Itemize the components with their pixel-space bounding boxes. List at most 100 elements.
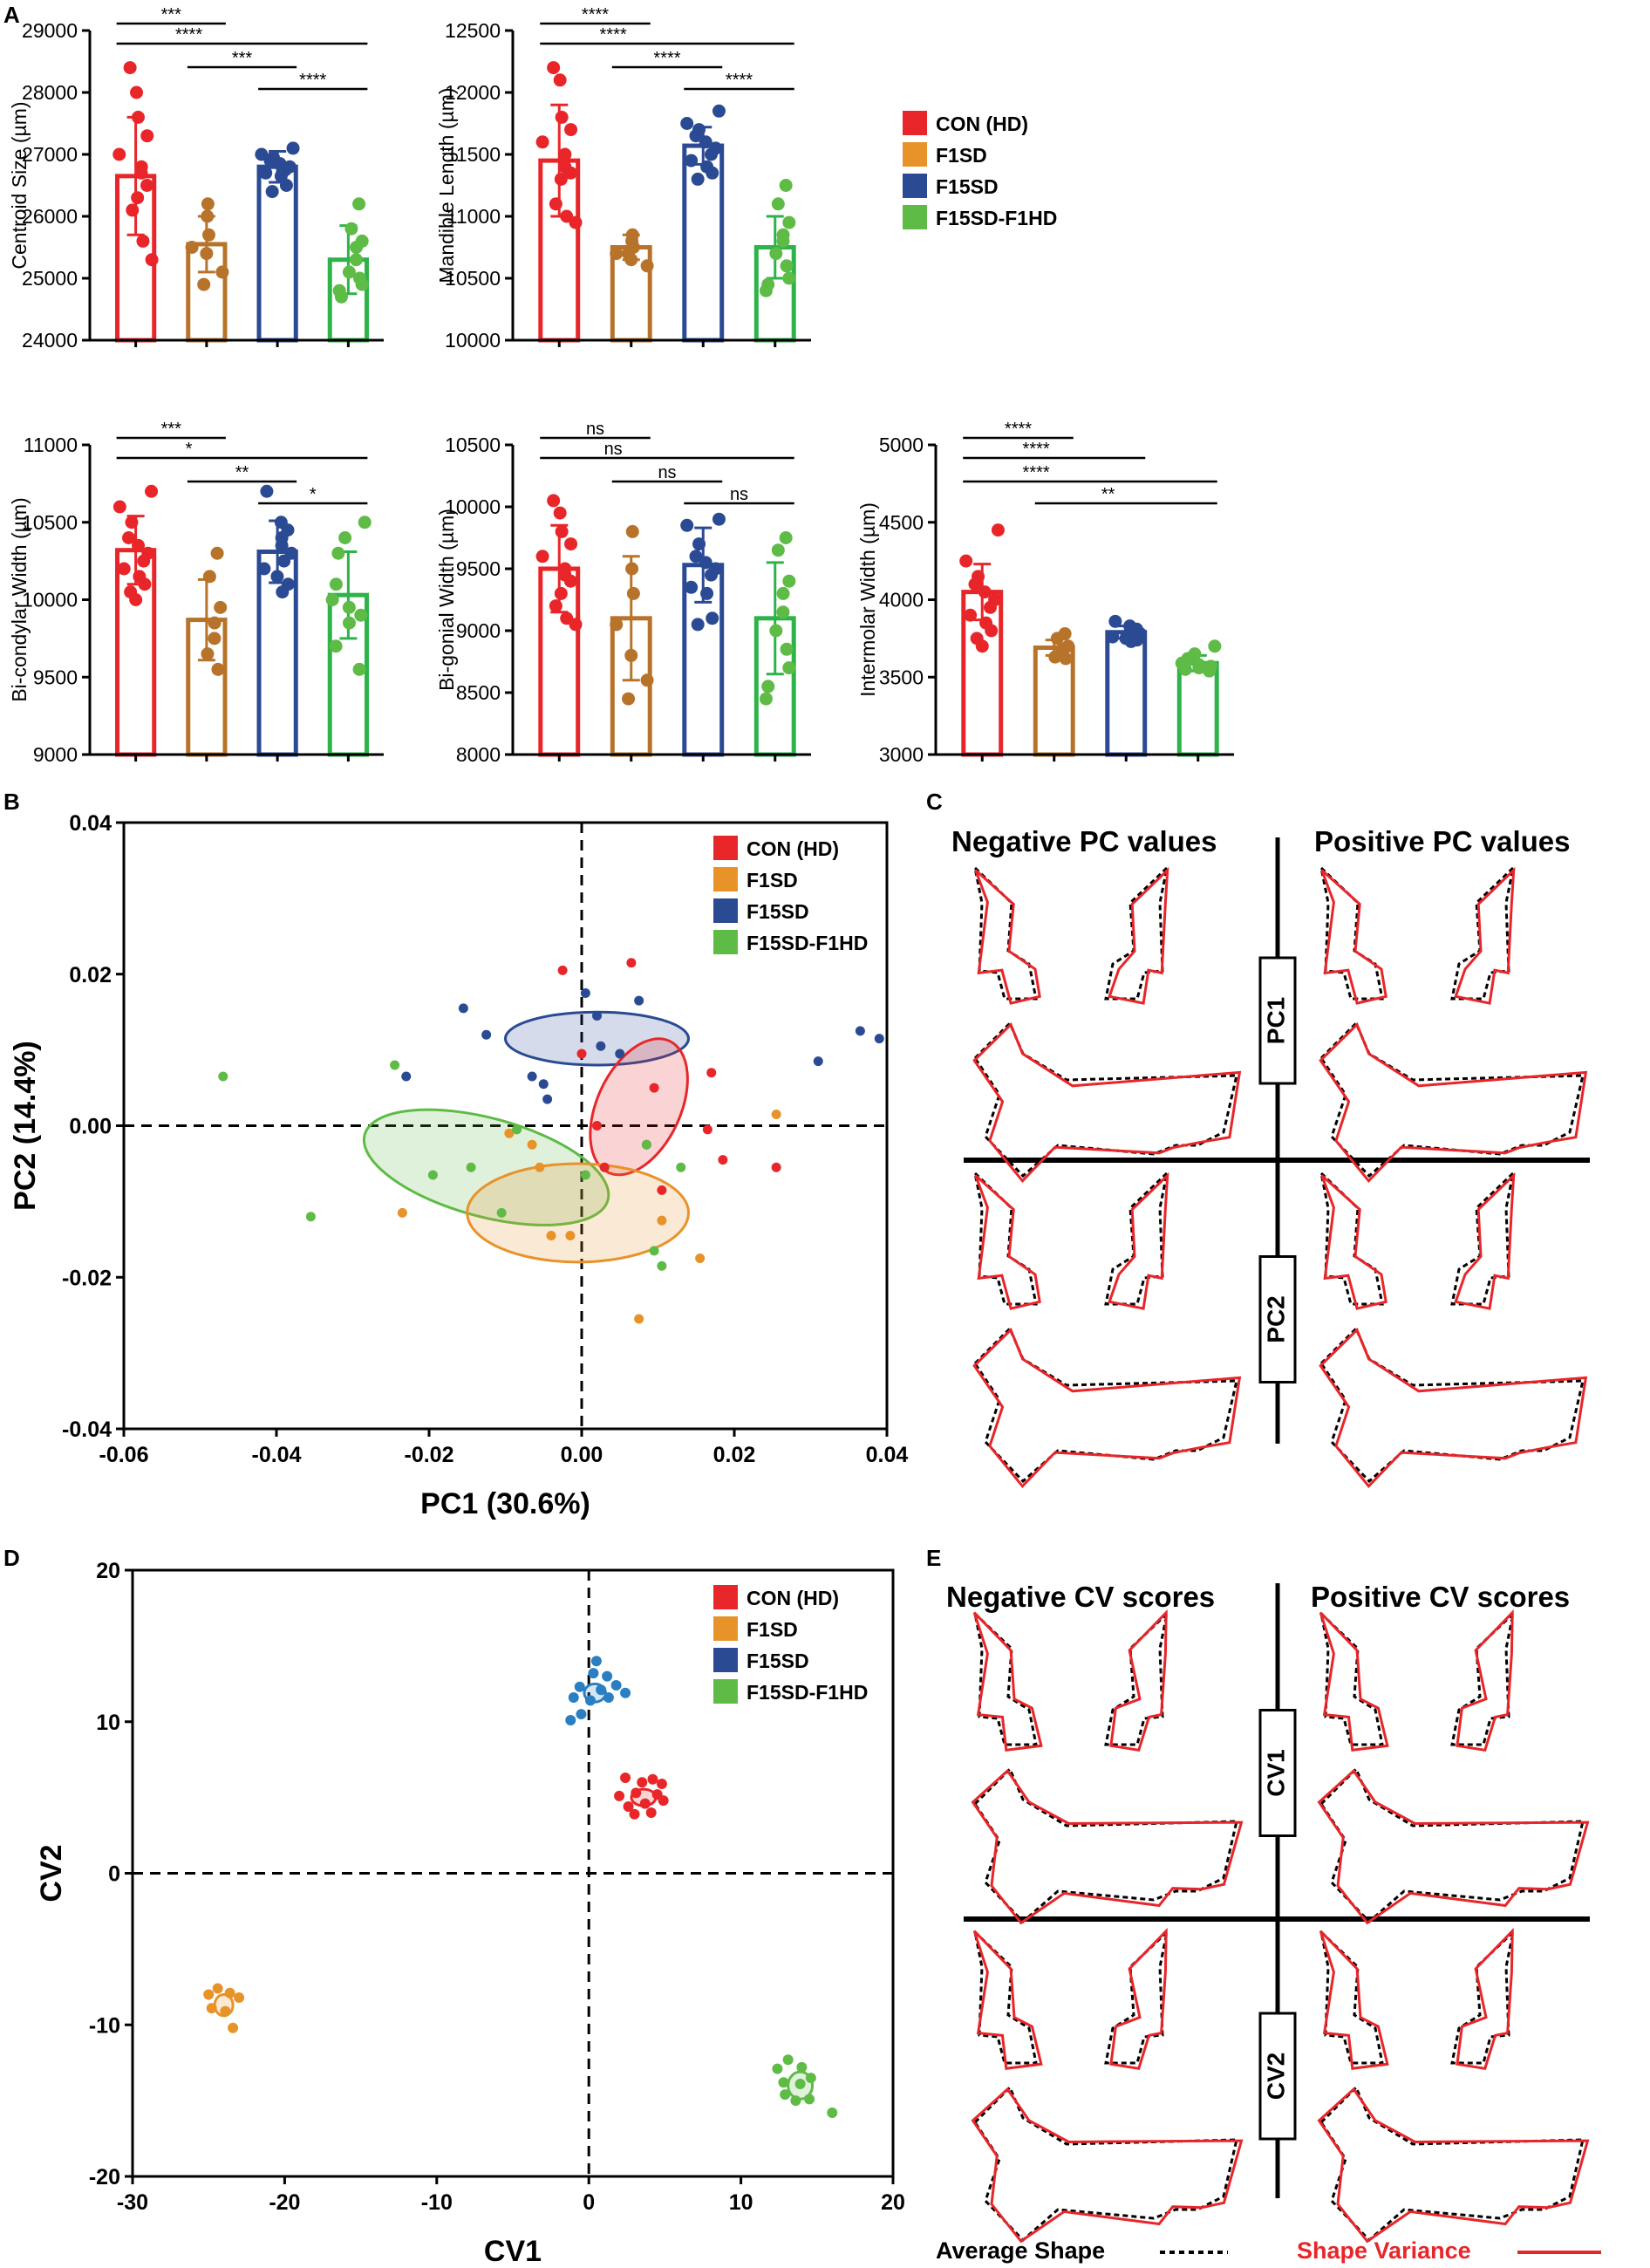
data-point-f15sd <box>259 166 273 180</box>
panel-label-b: B <box>3 789 20 815</box>
data-point-f1sd <box>200 247 214 261</box>
panel-label-c: C <box>926 789 943 815</box>
legend-a-label-f15sd: F15SD <box>936 175 999 198</box>
data-point-f1sd <box>210 546 224 560</box>
y-tick-label: 0 <box>108 1862 120 1887</box>
data-point-f15sdf1hd <box>349 253 363 267</box>
y-axis-label: Mandible Length (µm) <box>435 87 458 283</box>
bar-f15sd <box>1105 630 1148 757</box>
data-point-f1sd <box>197 277 211 291</box>
point-con <box>631 1787 642 1799</box>
point-con <box>706 1068 717 1078</box>
data-point-con <box>138 577 152 591</box>
data-point-con <box>145 484 159 498</box>
data-point-f15sdf1hd <box>358 516 372 529</box>
data-point-con <box>975 639 989 653</box>
data-point-f1sd <box>201 209 215 223</box>
data-point-con <box>547 61 561 75</box>
y-tick-label: 25000 <box>22 267 78 290</box>
significance-label: **** <box>1023 463 1050 482</box>
data-point-f15sd <box>279 179 293 192</box>
data-point-con <box>547 494 561 508</box>
pc-row-box <box>1258 956 1297 1085</box>
point-f15sd <box>588 1668 599 1679</box>
point-f15sd <box>602 1670 613 1682</box>
legend-b-label-f1sd: F1SD <box>747 869 798 891</box>
average-shape-outline <box>1104 1609 1169 1746</box>
point-f15sd <box>634 995 644 1006</box>
point-con <box>626 958 637 968</box>
point-f15sd <box>527 1071 537 1082</box>
data-point-con <box>112 500 126 514</box>
data-point-f15sdf1hd <box>776 605 790 619</box>
point-con <box>645 1807 657 1818</box>
data-point-f15sd <box>275 538 289 552</box>
significance-label: **** <box>653 49 680 68</box>
data-point-f1sd <box>208 632 222 646</box>
data-point-f15sd <box>277 554 291 568</box>
data-point-con <box>555 524 569 538</box>
variance-shape-outline <box>1454 1172 1516 1310</box>
point-f15sdf1hd <box>780 2089 791 2101</box>
data-point-con <box>553 506 567 520</box>
data-point-con <box>564 123 578 137</box>
y-tick-label: -0.02 <box>62 1266 112 1290</box>
point-f15sdf1hd <box>305 1212 316 1222</box>
point-f1sd <box>397 1207 407 1218</box>
y-tick-label: 9000 <box>456 619 501 642</box>
data-point-f15sdf1hd <box>350 241 364 254</box>
y-axis-label: PC2 (14.4%) <box>9 1041 42 1211</box>
y-tick-label: 9000 <box>33 743 78 766</box>
row-label-2: PC2 <box>1262 1295 1289 1342</box>
data-point-f15sdf1hd <box>344 222 358 236</box>
data-point-f15sdf1hd <box>776 586 790 600</box>
significance-label: **** <box>726 71 753 90</box>
point-con <box>656 1778 667 1789</box>
average-shape-outline <box>1450 1928 1516 2065</box>
data-point-con <box>985 624 999 638</box>
variance-shape-outline <box>1319 1611 1389 1752</box>
legend-a-label-f15sdf1hd: F15SD-F1HD <box>936 207 1057 229</box>
data-point-f15sd <box>276 585 290 599</box>
y-tick-label: 28000 <box>22 81 78 104</box>
average-shape-label: Average Shape <box>936 2237 1105 2264</box>
point-f1sd <box>224 1987 235 1998</box>
data-point-f15sd <box>1108 614 1122 628</box>
data-point-f15sdf1hd <box>352 662 366 676</box>
legend-panel-b: CON (HD) F1SD F15SD F15SD-F1HD <box>713 836 868 954</box>
y-tick-label: -20 <box>89 2165 120 2189</box>
significance-label: *** <box>161 420 182 439</box>
significance-label: **** <box>1005 420 1032 439</box>
legend-a-swatch-f15sdf1hd <box>903 205 927 229</box>
point-con <box>557 965 568 975</box>
point-con <box>649 1083 659 1093</box>
point-f15sd <box>538 1079 549 1090</box>
x-tick-label: -0.04 <box>252 1443 302 1467</box>
point-f15sd <box>542 1094 553 1104</box>
data-point-f15sdf1hd <box>342 600 356 614</box>
data-point-f1sd <box>625 562 639 576</box>
data-point-con <box>535 550 549 564</box>
y-tick-label: 10500 <box>22 511 78 534</box>
average-shape-outline <box>1319 864 1384 1001</box>
cv-positive-header: Positive CV scores <box>1311 1581 1570 1613</box>
x-tick-label: -0.02 <box>405 1443 454 1467</box>
point-f1sd <box>220 2005 231 2017</box>
legend-d-swatch-f1sd <box>713 1616 738 1641</box>
point-f15sdf1hd <box>827 2107 838 2119</box>
data-point-con <box>555 110 569 124</box>
pc-row-box <box>1258 2012 1297 2141</box>
data-point-f15sdf1hd <box>354 608 368 622</box>
y-tick-label: 0.00 <box>69 1115 112 1139</box>
point-f15sd <box>401 1071 412 1082</box>
significance-label: ** <box>1101 485 1115 504</box>
legend-b-label-f15sd: F15SD <box>747 900 809 923</box>
data-point-con <box>549 197 562 211</box>
data-point-con <box>131 191 145 205</box>
legend-a-swatch-f15sd <box>903 174 927 198</box>
point-con <box>771 1162 781 1172</box>
y-tick-label: 4000 <box>879 589 924 611</box>
data-point-f15sd <box>260 484 274 498</box>
data-point-con <box>117 562 131 576</box>
